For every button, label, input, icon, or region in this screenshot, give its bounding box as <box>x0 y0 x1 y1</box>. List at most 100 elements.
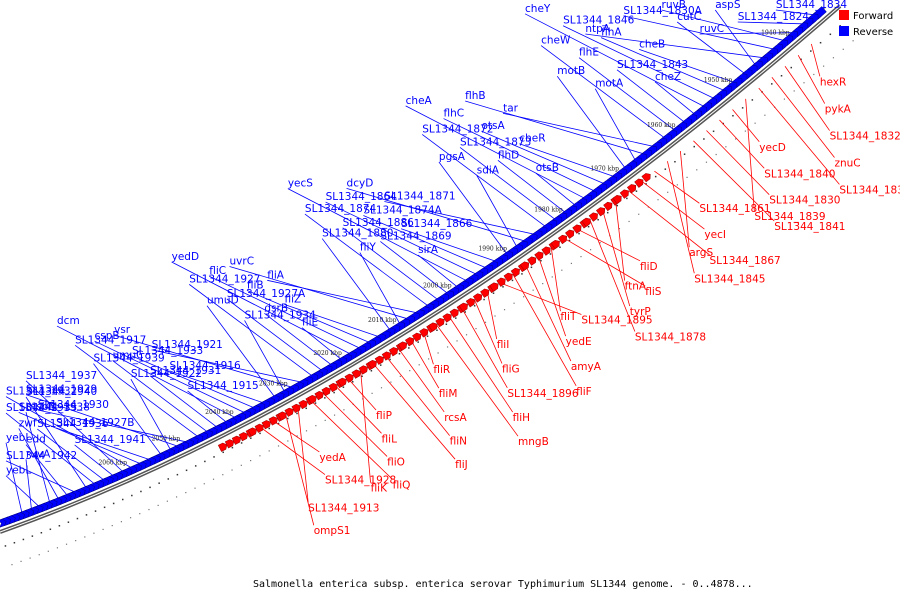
forward-gene[interactable] <box>465 297 477 308</box>
reverse-gene-label[interactable]: SL1344_1927A <box>227 288 306 300</box>
forward-gene[interactable] <box>595 206 607 217</box>
reverse-gene-label[interactable]: tar <box>503 102 519 114</box>
forward-gene-label[interactable]: fliG <box>502 363 520 375</box>
reverse-gene-label[interactable]: cheW <box>541 35 571 47</box>
forward-gene-label[interactable]: yecD <box>759 142 786 154</box>
reverse-gene-label[interactable]: dcyD <box>347 177 374 189</box>
forward-gene-label[interactable]: SL1344_1913 <box>308 502 379 514</box>
reverse-gene-label[interactable]: cheY <box>525 3 551 15</box>
forward-gene-label[interactable]: SL1344_1928 <box>325 475 396 487</box>
reverse-gene-label[interactable]: SL1344_1937 <box>26 370 97 382</box>
reverse-gene-label[interactable]: otsA <box>481 120 505 132</box>
reverse-gene-label[interactable]: SL1344_1830A <box>623 5 702 17</box>
reverse-gene-label[interactable]: SL1344_1940 <box>26 386 97 398</box>
forward-gene-label[interactable]: SL1344_1895 <box>581 314 652 326</box>
forward-gene-label[interactable]: mngB <box>518 436 549 448</box>
reverse-gene-label[interactable]: SL1344_1929 <box>26 384 97 396</box>
reverse-gene-label[interactable]: SL1344_1866 <box>401 218 473 230</box>
reverse-gene-label[interactable]: SL1344_1939 <box>93 353 164 365</box>
forward-gene[interactable] <box>238 431 249 442</box>
reverse-gene-label[interactable]: cheZ <box>655 71 681 83</box>
reverse-gene-label[interactable]: SL1344_1941 <box>75 434 146 446</box>
reverse-gene-label[interactable]: SL1344_1843 <box>617 59 688 71</box>
forward-gene-label[interactable]: argS <box>689 247 713 259</box>
reverse-gene-label[interactable]: motA <box>595 78 624 90</box>
forward-gene-label[interactable]: fliM <box>439 388 458 400</box>
reverse-gene-label[interactable]: SL1344_1869 <box>380 230 451 242</box>
reverse-gene-label[interactable]: motB <box>557 65 585 77</box>
forward-gene-label[interactable]: pykA <box>825 104 852 116</box>
forward-gene[interactable] <box>641 172 653 183</box>
forward-gene[interactable] <box>351 368 362 379</box>
reverse-gene-label[interactable]: umuD <box>207 295 239 307</box>
forward-gene-label[interactable]: fliQ <box>393 479 411 491</box>
forward-gene-label[interactable]: fliR <box>433 364 450 376</box>
forward-gene-label[interactable]: fliJ <box>455 459 468 471</box>
forward-gene[interactable] <box>277 410 288 421</box>
forward-gene[interactable] <box>291 403 302 414</box>
forward-gene-label[interactable]: fliT <box>560 311 577 323</box>
reverse-gene-label[interactable]: yebL <box>6 465 31 477</box>
reverse-gene-label[interactable]: SL1344_1938 <box>19 401 90 413</box>
forward-gene[interactable] <box>496 276 508 287</box>
forward-gene[interactable] <box>612 193 624 205</box>
reverse-gene-label[interactable]: flhA <box>601 27 622 39</box>
forward-gene-label[interactable]: fliP <box>376 410 392 422</box>
reverse-gene-label[interactable]: dcm <box>57 315 80 327</box>
reverse-gene-label[interactable]: cheA <box>406 95 433 107</box>
reverse-gene-label[interactable]: SL1344_1933 <box>132 345 203 357</box>
reverse-gene-label[interactable]: fliB <box>247 279 264 291</box>
reverse-gene-label[interactable]: SL1344_1942 <box>6 450 77 462</box>
forward-gene-label[interactable]: SL1344_1840 <box>764 168 835 180</box>
reverse-gene-label[interactable]: SL1344_1934 <box>245 309 317 321</box>
forward-gene[interactable] <box>358 364 369 375</box>
forward-gene[interactable] <box>581 216 593 227</box>
forward-gene-label[interactable]: fliI <box>497 339 510 351</box>
forward-gene[interactable] <box>321 386 332 397</box>
reverse-gene-label[interactable]: fliY <box>360 242 377 254</box>
reverse-gene-label[interactable]: aspS <box>715 0 741 11</box>
forward-gene[interactable] <box>472 292 484 303</box>
forward-gene-label[interactable]: SL1344_1839 <box>754 211 825 223</box>
forward-gene[interactable] <box>534 250 546 261</box>
forward-gene-label[interactable]: fliH <box>513 412 530 424</box>
reverse-gene-label[interactable]: SL1344_1915 <box>188 380 259 392</box>
reverse-gene-label[interactable]: pgsA <box>439 151 466 163</box>
forward-gene-label[interactable]: fliN <box>450 436 467 448</box>
forward-gene[interactable] <box>588 211 600 222</box>
forward-gene[interactable] <box>619 188 631 199</box>
forward-gene[interactable] <box>374 354 385 365</box>
reverse-gene-label[interactable]: SL1344_1927B <box>56 417 134 429</box>
forward-gene-label[interactable]: tyrP <box>630 306 651 318</box>
reverse-gene-label[interactable]: vsr <box>114 324 131 336</box>
reverse-gene-label[interactable]: umuC <box>113 350 144 362</box>
forward-gene-label[interactable]: yedE <box>566 336 592 348</box>
forward-gene[interactable] <box>428 321 440 332</box>
reverse-gene-label[interactable]: dsrB <box>264 302 288 314</box>
forward-gene-label[interactable]: SL1344_1830 <box>769 195 840 207</box>
forward-gene[interactable] <box>217 442 228 452</box>
reverse-gene-label[interactable]: edd <box>26 434 46 446</box>
forward-gene-label[interactable]: SL1344_1861 <box>699 203 770 215</box>
reverse-gene-label[interactable]: SL1344_1916 <box>170 360 242 372</box>
reverse-gene-label[interactable]: fliC <box>209 265 226 277</box>
reverse-gene-label[interactable]: SL1344_1874A <box>363 204 442 216</box>
reverse-gene-label[interactable]: SL1344_1927 <box>189 273 260 285</box>
reverse-gene-label[interactable]: ruvA <box>26 448 51 460</box>
reverse-gene-label[interactable]: flhD <box>498 149 519 161</box>
reverse-gene-label[interactable]: SL1344_1936 <box>37 418 109 430</box>
reverse-gene-label[interactable]: SL1344_1922 <box>131 368 202 380</box>
forward-gene-label[interactable]: fliS <box>645 286 662 298</box>
forward-gene[interactable] <box>344 372 355 383</box>
reverse-gene-label[interactable]: SL1344_1932 <box>6 386 77 398</box>
forward-gene-label[interactable]: SL1344_1867 <box>710 255 781 267</box>
reverse-gene-label[interactable]: SL1344_1921 <box>152 339 223 351</box>
forward-gene[interactable] <box>224 438 235 449</box>
forward-gene[interactable] <box>449 307 461 318</box>
forward-gene[interactable] <box>284 407 295 417</box>
forward-gene-label[interactable]: SL1344_1841 <box>774 221 845 233</box>
reverse-gene[interactable] <box>812 6 827 20</box>
forward-gene[interactable] <box>412 331 422 342</box>
forward-gene[interactable] <box>247 426 258 437</box>
reverse-gene-label[interactable]: yebI <box>6 432 28 444</box>
